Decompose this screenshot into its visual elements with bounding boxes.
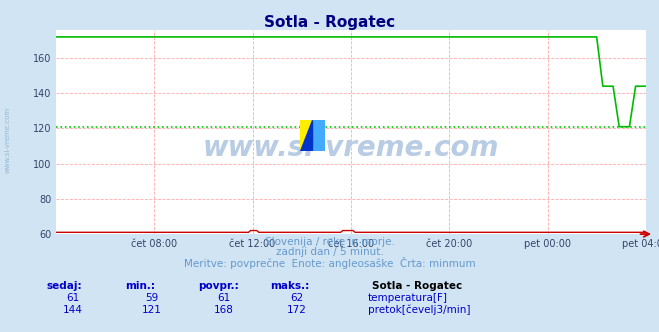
Text: 172: 172 [287,305,306,315]
Text: 61: 61 [66,293,79,303]
Text: Sotla - Rogatec: Sotla - Rogatec [264,15,395,30]
Text: www.si-vreme.com: www.si-vreme.com [5,106,11,173]
Text: 121: 121 [142,305,161,315]
Bar [300,120,312,151]
Text: 168: 168 [214,305,234,315]
Text: 61: 61 [217,293,231,303]
Polygon shape [300,120,312,151]
Text: zadnji dan / 5 minut.: zadnji dan / 5 minut. [275,247,384,257]
Text: temperatura[F]: temperatura[F] [368,293,447,303]
Text: Slovenija / reke in morje.: Slovenija / reke in morje. [264,237,395,247]
Text: Sotla - Rogatec: Sotla - Rogatec [372,281,463,290]
Text: Meritve: povprečne  Enote: angleosaške  Črta: minmum: Meritve: povprečne Enote: angleosaške Čr… [184,257,475,269]
Text: maks.:: maks.: [270,281,310,290]
Text: 62: 62 [290,293,303,303]
Bar [312,120,325,151]
Text: 144: 144 [63,305,82,315]
Text: povpr.:: povpr.: [198,281,239,290]
Text: www.si-vreme.com: www.si-vreme.com [203,134,499,162]
Text: sedaj:: sedaj: [46,281,82,290]
Text: min.:: min.: [125,281,156,290]
Text: pretok[čevelj3/min]: pretok[čevelj3/min] [368,305,471,315]
Text: 59: 59 [145,293,158,303]
